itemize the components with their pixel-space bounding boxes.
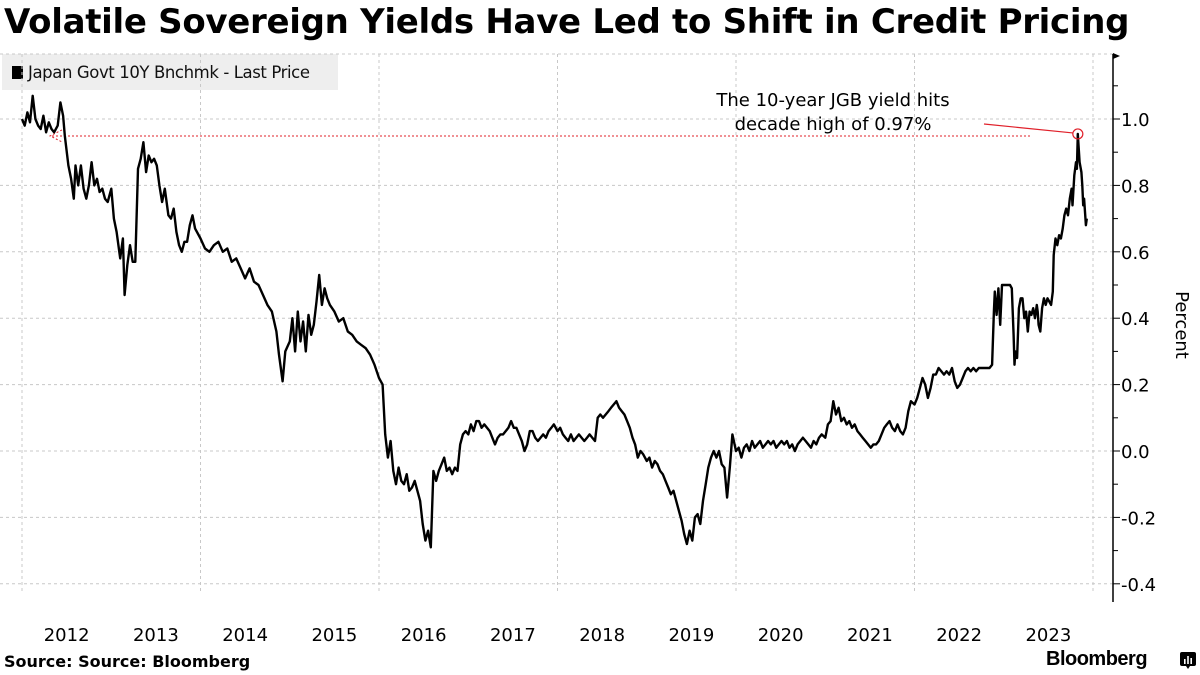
y-axis-label: Percent <box>1171 291 1192 359</box>
gridlines <box>0 53 1113 594</box>
x-tick-label: 2014 <box>222 625 268 646</box>
x-tick-label: 2015 <box>311 625 357 646</box>
y-axis: 1.0 0.8 0.6 0.4 0.2 0.0 -0.2 -0.4 <box>1112 53 1156 602</box>
y-tick-label: -0.2 <box>1121 508 1156 529</box>
annotation-text: decade high of 0.97% <box>735 114 932 135</box>
x-tick-label: 2013 <box>133 625 179 646</box>
y-tick-label: 0.2 <box>1121 376 1150 397</box>
x-tick-label: 2019 <box>668 625 714 646</box>
x-tick-label: 2018 <box>579 625 625 646</box>
source-note: Source: Source: Bloomberg <box>4 652 251 671</box>
y-tick-label: 0.0 <box>1121 442 1150 463</box>
x-tick-label: 2016 <box>401 625 447 646</box>
annotation-leader-line <box>983 123 1073 134</box>
x-tick-label: 2023 <box>1025 625 1071 646</box>
x-tick-label: 2022 <box>936 625 982 646</box>
bloomberg-chart-icon <box>1180 652 1196 669</box>
legend: Japan Govt 10Y Bnchmk - Last Price <box>2 54 338 90</box>
y-tick-label: -0.4 <box>1121 575 1156 596</box>
series-layer <box>20 94 1088 549</box>
x-tick-label: 2012 <box>44 625 90 646</box>
annotation-marker <box>1072 128 1084 140</box>
series-line-jgb-10y <box>20 94 1088 549</box>
annotation-reference <box>48 129 1031 143</box>
reference-arrow <box>48 129 63 143</box>
y-tick-label: 1.0 <box>1121 110 1150 131</box>
y-axis-arrow <box>1113 53 1120 59</box>
annotation: The 10-year JGB yield hits decade high of… <box>715 90 1084 140</box>
y-tick-label: 0.6 <box>1121 243 1150 264</box>
y-tick-label: 0.4 <box>1121 309 1150 330</box>
x-tick-label: 2020 <box>758 625 804 646</box>
chart-title: Volatile Sovereign Yields Have Led to Sh… <box>4 2 1130 42</box>
legend-label: Japan Govt 10Y Bnchmk - Last Price <box>28 62 310 82</box>
x-tick-label: 2017 <box>490 625 536 646</box>
y-tick-label: 0.8 <box>1121 176 1150 197</box>
bloomberg-logo-text: Bloomberg <box>1046 648 1148 670</box>
annotation-text: The 10-year JGB yield hits <box>715 90 949 111</box>
x-axis: 2012 2013 2014 2015 2016 2017 2018 2019 2020 2021… <box>44 625 1072 646</box>
legend-swatch <box>12 65 23 79</box>
x-tick-label: 2021 <box>847 625 893 646</box>
